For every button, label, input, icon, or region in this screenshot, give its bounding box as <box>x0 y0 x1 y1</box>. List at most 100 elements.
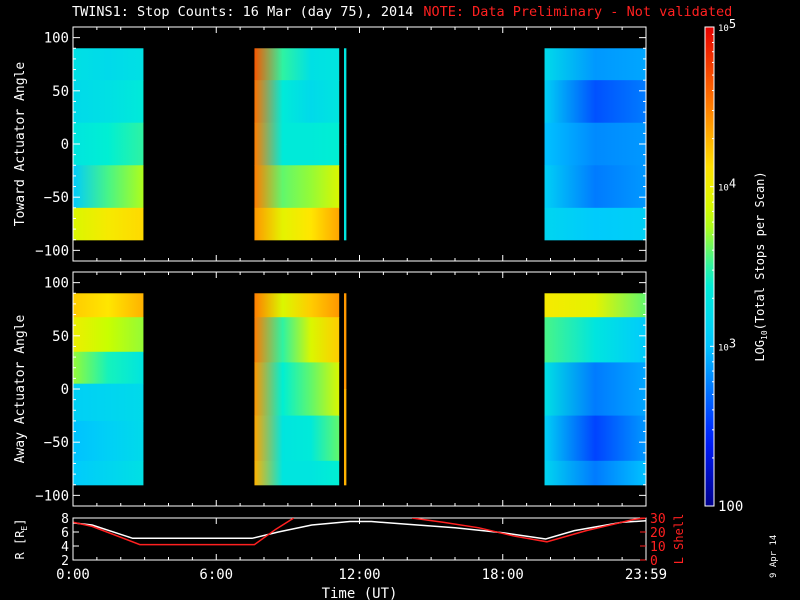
heatmap-cell-row <box>254 48 340 81</box>
tick-exponent: 5 <box>729 17 736 31</box>
data-segment <box>254 293 340 486</box>
radius-label-end: ] <box>13 519 27 526</box>
radius-line <box>73 520 646 540</box>
orbit-lines <box>73 518 646 546</box>
colorbar-scale <box>704 26 715 507</box>
heatmap-cell-row <box>73 48 144 81</box>
colorbar-tick-label: 105 <box>718 17 736 34</box>
y-axis-label: Toward Actuator Angle <box>13 62 28 227</box>
heatmap-cell-row <box>254 122 340 166</box>
toward-angle-spectrogram: 100 50 0 −50 −100 Toward Actuator Angle <box>13 26 647 262</box>
heatmap-cell-row <box>73 383 144 422</box>
data-segment <box>73 48 144 241</box>
heatmap-cell-row <box>254 362 340 417</box>
tick-exponent: 3 <box>729 336 736 350</box>
heatmap-cell-row <box>73 80 144 124</box>
x-axis-label: Time (UT) <box>322 586 398 600</box>
tick-base: 10 <box>718 24 729 34</box>
radius-axis-label: R [RE] <box>13 519 29 560</box>
tick-exponent: 4 <box>729 177 736 191</box>
radius-label-subscript: E <box>20 526 29 531</box>
heatmap-cell-row <box>73 293 144 318</box>
heatmap-cell-row <box>544 48 646 81</box>
lshell-axis-label: L Shell <box>672 514 686 565</box>
data-segment <box>544 293 646 486</box>
heatmap-cell-row <box>73 420 144 462</box>
right-y-tick-label: 10 <box>650 540 666 555</box>
y-tick-label: 50 <box>52 84 69 100</box>
heatmap-cell-row <box>544 415 646 462</box>
data-segment <box>73 293 144 486</box>
colorbar-tick-label: 100 <box>718 499 743 515</box>
preliminary-note: NOTE: Data Preliminary - Not validated <box>423 4 733 20</box>
heatmap-cell-row <box>544 293 646 318</box>
y-tick-label: −50 <box>44 435 69 451</box>
heatmap-cell-row <box>544 317 646 364</box>
y-tick-label: 50 <box>52 329 69 345</box>
colorbar-label-log: LOG <box>753 340 767 362</box>
right-y-tick-label: 20 <box>650 526 666 541</box>
colorbar-tick-label: 104 <box>718 177 736 194</box>
x-tick-label: 18:00 <box>482 567 524 583</box>
heatmap-cell-row <box>544 80 646 124</box>
heatmap-cell-row <box>343 144 347 241</box>
title-main: TWINS1: Stop Counts: 16 Mar (day 75), 20… <box>72 4 414 20</box>
colorbar-label-units: (Total Stops per Scan) <box>753 171 767 330</box>
lshell-line <box>411 518 646 543</box>
heatmap-cell-row <box>254 293 340 318</box>
heatmap-cell-row <box>73 207 144 241</box>
y-tick-label: 100 <box>44 276 69 292</box>
y-tick-label: −100 <box>35 243 69 259</box>
heatmap-cell-row <box>73 165 144 209</box>
heatmap-cell-row <box>254 207 340 241</box>
left-y-tick-label: 6 <box>61 526 69 541</box>
heatmap-cell-row <box>73 351 144 385</box>
colorbar-label-subscript: 10 <box>760 330 769 340</box>
right-y-tick-label: 0 <box>650 554 658 569</box>
heatmap-cell-row <box>254 415 340 462</box>
data-segment <box>343 293 347 486</box>
y-tick-label: −100 <box>35 488 69 504</box>
heatmap-cell-row <box>254 317 340 364</box>
heatmap-cell-row <box>343 48 347 145</box>
data-segment <box>343 48 347 241</box>
left-y-tick-label: 8 <box>61 512 69 527</box>
tick-base: 10 <box>718 343 729 353</box>
away-angle-spectrogram: 100 50 0 −50 −100 Away Actuator Angle <box>13 271 647 507</box>
left-y-tick-label: 4 <box>61 540 69 555</box>
heatmap-cell-row <box>544 207 646 241</box>
heatmap-cell-row <box>544 122 646 166</box>
y-tick-label: 0 <box>61 137 69 153</box>
x-tick-label: 23:59 <box>625 567 667 583</box>
plot-date-stamp: 9 Apr 14 <box>769 534 779 578</box>
heatmap-cell-row <box>254 80 340 124</box>
y-axis-label: Away Actuator Angle <box>13 314 28 463</box>
y-tick-label: 0 <box>61 382 69 398</box>
heatmap-cell-row <box>343 293 347 390</box>
heatmap-cell-row <box>254 460 340 486</box>
heatmap-cell-row <box>73 317 144 353</box>
figure-title: TWINS1: Stop Counts: 16 Mar (day 75), 20… <box>72 4 732 20</box>
heatmap-cell-row <box>544 362 646 417</box>
left-y-tick-label: 2 <box>61 554 69 569</box>
y-tick-label: 100 <box>44 31 69 47</box>
colorbar-tick-label: 103 <box>718 336 736 353</box>
data-segment <box>254 48 340 241</box>
lshell-line <box>73 518 295 546</box>
heatmap-cell-row <box>544 460 646 486</box>
y-tick-label: −50 <box>44 190 69 206</box>
right-y-tick-label: 30 <box>650 512 666 527</box>
colorbar-label: LOG10(Total Stops per Scan) <box>753 171 769 361</box>
x-tick-label: 12:00 <box>338 567 380 583</box>
x-tick-label: 6:00 <box>199 567 233 583</box>
heatmap-cell-row <box>73 122 144 166</box>
x-tick-label: 0:00 <box>56 567 90 583</box>
data-segment <box>544 48 646 241</box>
tick-base: 10 <box>718 184 729 194</box>
heatmap-cell-row <box>254 165 340 209</box>
radius-label-text: R [R <box>13 530 27 560</box>
